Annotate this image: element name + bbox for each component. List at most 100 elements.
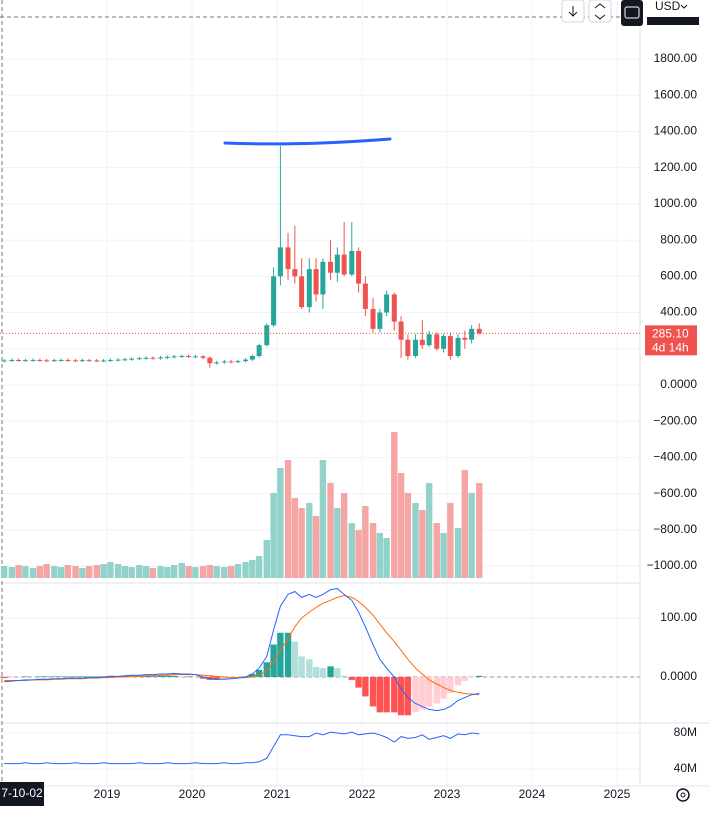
macd-line: [4, 587, 480, 712]
candle-body: [249, 356, 255, 360]
candle-body: [192, 356, 198, 358]
volume-bar: [22, 566, 29, 578]
drawn-trendline[interactable]: [223, 137, 392, 146]
volume-bar: [0, 566, 8, 578]
volume-bar: [312, 516, 320, 578]
macd-histogram-bar: [57, 676, 65, 677]
macd-histogram-bar: [284, 632, 292, 677]
macd-histogram-bar: [64, 676, 72, 677]
collapse-button[interactable]: [588, 0, 612, 23]
volume-bar: [114, 564, 122, 578]
volume-bar: [454, 528, 462, 578]
candle-body: [476, 328, 482, 334]
candle-body: [107, 359, 113, 361]
macd-histogram-bar: [362, 676, 369, 697]
candle-body: [334, 254, 340, 273]
volume-bar: [291, 498, 299, 578]
macd-histogram-bar: [391, 676, 398, 713]
volume-bar: [348, 523, 355, 578]
candle-body: [16, 359, 22, 361]
macd-histogram-bar: [185, 676, 192, 677]
volume-bar: [100, 564, 107, 578]
candle-body: [164, 356, 170, 358]
candle-body: [115, 359, 121, 361]
candle-body: [285, 247, 291, 270]
candle-body: [9, 359, 15, 361]
countdown-label: 4d 14h: [652, 341, 689, 355]
candle-body: [51, 360, 57, 362]
macd-histogram-bar: [425, 676, 433, 707]
volume-bar: [447, 503, 454, 578]
macd-histogram-bar: [397, 676, 405, 716]
macd-histogram-bar: [263, 662, 270, 677]
settings-icon: [680, 792, 686, 798]
macd-histogram-bar: [419, 676, 426, 710]
macd-histogram-bar: [79, 676, 86, 677]
candle-body: [292, 269, 298, 277]
y-tick-label: −200.00: [653, 413, 697, 427]
macd-histogram-bar: [142, 675, 150, 677]
macd-histogram-bar: [312, 666, 320, 677]
y-tick-label: 0.0000: [660, 669, 697, 683]
price-label-clipped: [647, 17, 699, 25]
volume-bar: [206, 565, 214, 578]
candle-body: [455, 337, 461, 357]
volume-bar: [51, 566, 58, 578]
candle-body: [243, 359, 249, 362]
volume-bar: [284, 460, 292, 578]
volume-bar: [136, 565, 143, 578]
volume-bar: [15, 565, 22, 578]
macd-histogram-bar: [454, 676, 462, 686]
volume-bar: [340, 493, 348, 578]
volume-bar: [298, 508, 305, 578]
candle-body: [362, 283, 368, 309]
macd-histogram-bar: [0, 676, 8, 679]
macd-histogram-bar: [412, 676, 419, 713]
volume-bar: [270, 493, 277, 578]
x-tick-label: 2019: [94, 787, 121, 801]
camera-button[interactable]: [621, 0, 643, 26]
x-tick-label: 2020: [179, 787, 206, 801]
macd-histogram-bar: [85, 676, 93, 677]
volume-bar: [383, 538, 390, 578]
macd-histogram-bar: [306, 659, 313, 677]
last-price-box: [645, 325, 697, 356]
candle-body: [221, 361, 227, 363]
currency-button[interactable]: [647, 0, 699, 17]
macd-histogram-bar: [319, 668, 327, 677]
candle-body: [158, 357, 164, 359]
macd-histogram-bar: [355, 676, 362, 688]
volume-bar: [404, 493, 412, 578]
x-tick-label: 2021: [264, 787, 291, 801]
volume-bar: [468, 493, 475, 578]
volume-bar: [397, 473, 405, 578]
volume-bar: [249, 560, 256, 578]
dropdown-caret: [680, 4, 688, 9]
y-tick-label: 1600.00: [654, 87, 698, 101]
macd-histogram-bar: [334, 668, 341, 677]
macd-histogram-bar: [404, 676, 412, 716]
volume-bar: [157, 566, 164, 578]
y-tick-label: 800.00: [660, 232, 697, 246]
volume-bar: [425, 483, 433, 578]
x-tick-label: 2023: [434, 787, 461, 801]
candle-body: [413, 339, 419, 357]
settings-button[interactable]: [676, 788, 690, 802]
volume-bar: [142, 566, 150, 578]
volume-bar: [355, 530, 362, 578]
candle-body: [441, 336, 447, 349]
macd-histogram-bar: [221, 676, 228, 680]
candle-body: [143, 357, 149, 359]
candle-body: [391, 294, 397, 322]
crosshair-date-box: [0, 782, 44, 806]
candle-body: [228, 361, 234, 363]
candle-body: [186, 356, 192, 358]
candle-body: [328, 261, 334, 273]
x-tick-label: 2024: [519, 787, 546, 801]
candle-body: [271, 276, 277, 326]
macd-histogram-bar: [255, 669, 263, 677]
macd-histogram-bar: [8, 676, 16, 678]
macd-histogram-bar: [149, 675, 157, 677]
candle-body: [419, 339, 425, 346]
candle-body: [171, 356, 177, 358]
